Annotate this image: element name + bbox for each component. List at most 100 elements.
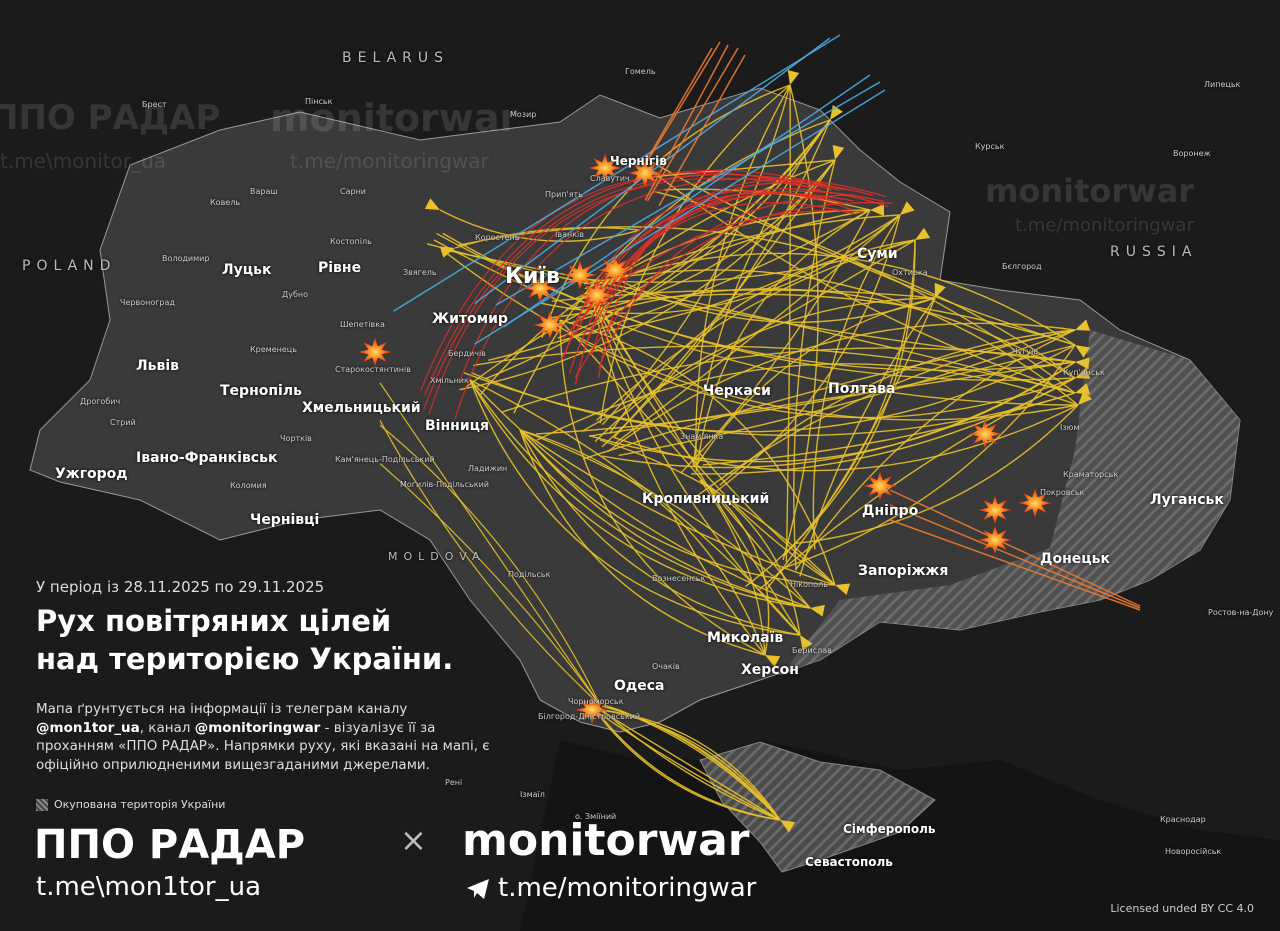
city-minor: Володимир bbox=[162, 254, 210, 263]
telegram-icon bbox=[467, 878, 489, 899]
crimea-occupied bbox=[699, 741, 936, 873]
shahed-track bbox=[449, 250, 1076, 394]
shahed-track bbox=[541, 214, 901, 315]
shahed-track bbox=[379, 420, 601, 706]
shahed-track bbox=[566, 293, 1076, 346]
shahed-track bbox=[608, 239, 916, 434]
city-minor: Стрий bbox=[110, 418, 136, 427]
city-minor: Кременець bbox=[250, 345, 297, 354]
city-cherkasy: Черкаси bbox=[703, 383, 771, 399]
country-russia: RUSSIA bbox=[1110, 244, 1198, 260]
city-minor: Кам'янець-Подільський bbox=[335, 455, 435, 464]
shahed-track bbox=[759, 377, 1076, 590]
city-kropyvnytskyi: Кропивницький bbox=[642, 491, 770, 507]
city-minor: Костопіль bbox=[330, 237, 372, 246]
city-dnipro: Дніпро bbox=[862, 503, 919, 519]
shahed-track bbox=[795, 404, 1079, 545]
city-simferopol: Сімферополь bbox=[843, 822, 936, 836]
city-minor: Вараш bbox=[250, 187, 278, 196]
shahed-track bbox=[699, 479, 766, 656]
link-mon1tor-ua[interactable]: t.me\mon1tor_ua bbox=[36, 872, 261, 902]
city-donetsk: Донецьк bbox=[1040, 551, 1110, 567]
track-arrowhead bbox=[424, 198, 440, 210]
shahed-track bbox=[719, 329, 1076, 486]
city-minor: Коломия bbox=[230, 481, 267, 490]
shahed-track bbox=[799, 297, 936, 577]
explosion-icon bbox=[580, 280, 614, 310]
city-minor: Новоросійськ bbox=[1165, 847, 1222, 856]
title-line-2: над територією України. bbox=[36, 642, 454, 676]
watermark-link1: t.me\monitor_ua bbox=[0, 149, 166, 173]
city-minor: Могилів-Подільський bbox=[400, 480, 489, 489]
missile-track bbox=[560, 190, 884, 361]
brand-ppo-radar: ППО РАДАР bbox=[34, 822, 306, 868]
shahed-track bbox=[601, 84, 791, 426]
shahed-track bbox=[642, 159, 836, 179]
ballistic-track bbox=[495, 81, 881, 306]
city-sevastopol: Севастополь bbox=[805, 855, 893, 869]
explosion-icon bbox=[598, 255, 632, 285]
missile-track bbox=[583, 188, 888, 351]
shahed-track bbox=[459, 159, 836, 391]
shahed-track bbox=[500, 347, 1076, 414]
city-kherson: Херсон bbox=[741, 662, 799, 678]
city-minor: Воронеж bbox=[1173, 149, 1211, 158]
city-minor: Хмільник bbox=[430, 376, 469, 385]
shahed-track bbox=[519, 429, 836, 586]
shahed-track bbox=[653, 172, 1076, 394]
explosion-icon bbox=[563, 260, 597, 290]
city-minor: Ладижин bbox=[468, 464, 508, 473]
shahed-track bbox=[589, 289, 836, 586]
city-minor: Нікополь bbox=[790, 580, 828, 589]
city-minor: Чортків bbox=[280, 434, 312, 443]
explosion-icon bbox=[968, 419, 1002, 449]
shahed-track bbox=[712, 214, 901, 495]
explosion-icon bbox=[575, 695, 609, 725]
shahed-track bbox=[603, 704, 781, 821]
city-minor: Вознесенськ bbox=[652, 574, 706, 583]
track-arrowhead bbox=[900, 201, 915, 215]
shahed-track bbox=[593, 702, 781, 821]
city-minor: Знам'янка bbox=[680, 432, 724, 441]
city-minor: Червоноград bbox=[120, 298, 175, 307]
city-minor: о. Зміїний bbox=[575, 812, 617, 821]
shahed-track bbox=[485, 119, 831, 380]
shahed-track bbox=[488, 209, 871, 361]
link-monitoringwar-row[interactable]: t.me/monitoringwar bbox=[466, 873, 757, 904]
explosion-icon bbox=[978, 495, 1012, 525]
city-minor: Ізюм bbox=[1060, 423, 1080, 432]
city-vinnytsia: Вінниця bbox=[425, 418, 489, 434]
ballistic-track bbox=[474, 37, 831, 304]
description: Мапа ґрунтується на інформації із телегр… bbox=[36, 700, 516, 774]
ballistic-track bbox=[474, 89, 886, 345]
link-monitoringwar[interactable]: t.me/monitoringwar bbox=[498, 873, 757, 903]
title-line-1: Рух повітряних цілей bbox=[36, 604, 392, 638]
track-arrowhead bbox=[915, 227, 931, 240]
trajectories bbox=[379, 34, 1141, 833]
shahed-track bbox=[379, 382, 601, 706]
city-minor: Білгород-Дністровський bbox=[538, 712, 641, 721]
shahed-track bbox=[568, 288, 1076, 379]
track-arrowhead bbox=[787, 69, 800, 85]
city-mykolaiv: Миколаїв bbox=[707, 630, 784, 646]
city-rivne: Рівне bbox=[318, 260, 362, 276]
shahed-track bbox=[379, 424, 601, 706]
shahed-track bbox=[588, 361, 1076, 463]
explosion-icon bbox=[588, 153, 622, 183]
shahed-track bbox=[559, 319, 836, 586]
shahed-track bbox=[379, 463, 601, 706]
desc-text: - візуалізує її за проханням «ППО РАДАР»… bbox=[36, 719, 490, 773]
explosion-icon bbox=[863, 471, 897, 501]
city-minor: Ростов-на-Дону bbox=[1208, 608, 1274, 617]
shahed-track bbox=[609, 706, 781, 821]
shahed-track bbox=[536, 363, 1079, 441]
city-minor: Очаків bbox=[652, 662, 680, 671]
city-minor: Старокостянтинів bbox=[335, 365, 411, 374]
city-minor: Куп'янськ bbox=[1063, 368, 1105, 377]
track-arrowhead bbox=[1078, 390, 1093, 405]
city-minor: Бердичів bbox=[448, 349, 486, 358]
shahed-track bbox=[614, 404, 1079, 472]
city-odesa: Одеса bbox=[614, 678, 665, 694]
city-minor: Сарни bbox=[340, 187, 366, 196]
